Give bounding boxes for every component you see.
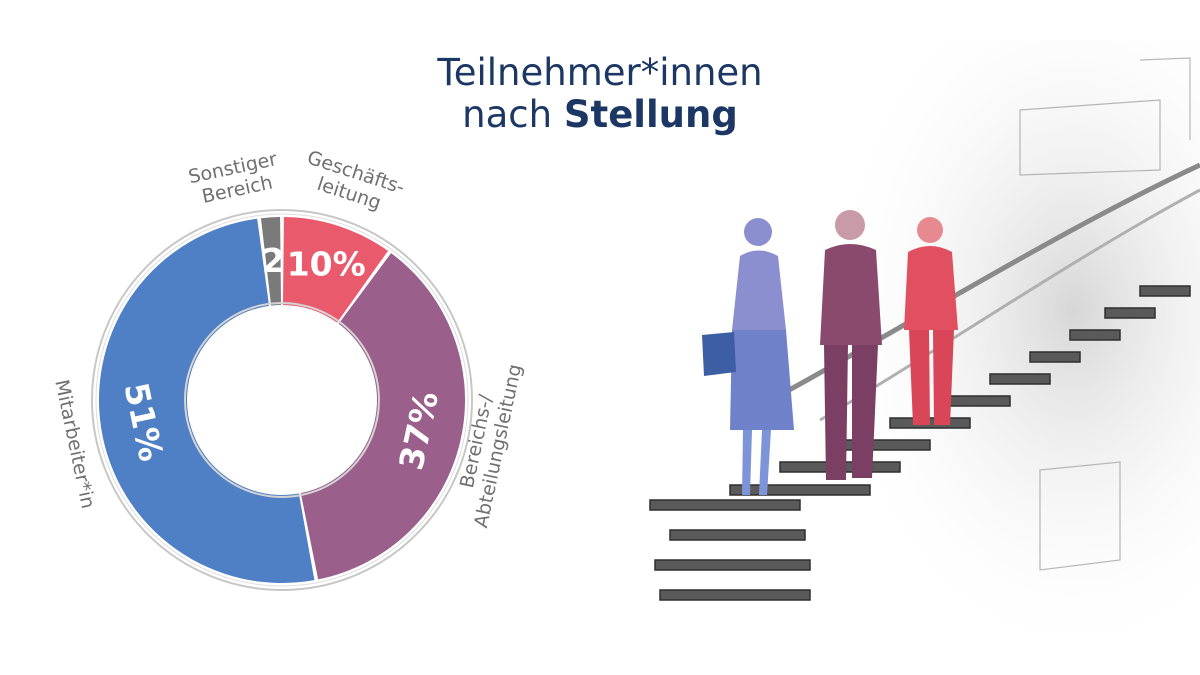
slice-sonstiger-bereich (260, 217, 282, 306)
slice-mitarbeiter-in (98, 218, 315, 584)
inner-ring (184, 302, 380, 498)
donut-slices (98, 217, 466, 584)
outer-ring (91, 209, 473, 591)
figure-older-man (820, 210, 882, 480)
value-label-gesch-fts-leitung: 10% (287, 244, 366, 283)
staircase-illustration (649, 40, 1200, 640)
category-label-sonstiger-bereich: SonstigerBereich (186, 148, 283, 210)
slice-bereichs-abteilungsleitung (300, 253, 466, 580)
title-line-2: nach Stellung (300, 94, 900, 136)
figure-woman (702, 218, 794, 495)
figure-young-man (904, 217, 958, 425)
chart-title: Teilnehmer*innen nach Stellung (300, 52, 900, 136)
title-line-1: Teilnehmer*innen (437, 51, 763, 94)
category-label-gesch-fts-leitung: Geschäfts-leitung (298, 147, 408, 220)
slice-gesch-fts-leitung (282, 217, 389, 323)
value-label-sonstiger-bereich: 2 (262, 241, 285, 280)
building-sketch (1019, 57, 1191, 571)
title-bold: Stellung (563, 93, 738, 136)
title-regular: nach (462, 93, 553, 136)
outer-ring-inner (95, 213, 469, 587)
